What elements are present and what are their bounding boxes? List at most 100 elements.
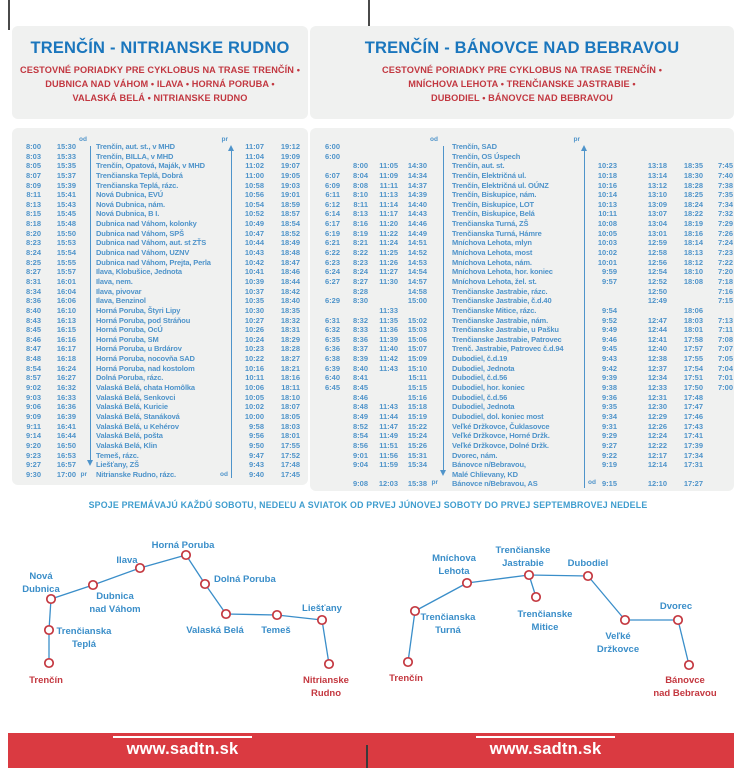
depart-time-2: 8:36 [352,334,368,344]
depart-time-2: 15:33 [56,151,76,161]
station-node-icon [271,609,283,621]
depart-time-4: 14:34 [407,170,427,180]
depart-time-2: 15:37 [56,170,76,180]
return-time-4: 7:20 [717,267,733,277]
timetable-row: 6:21 8:21 11:24 14:51 Mníchova Lehota, mlyn 1… [310,238,734,248]
right-route-subtitle-line: DUBODIEL • BÁNOVCE NAD BEBRAVOU [430,93,614,103]
return-time-2: 19:05 [280,170,300,180]
return-time-3: 18:30 [683,170,703,180]
depart-time-3: 11:43 [379,402,398,412]
return-time-3: 17:58 [683,334,703,344]
return-time-1: 9:57 [601,276,617,286]
depart-time-3: 11:22 [379,228,398,238]
return-time-1: 9:39 [601,373,617,383]
depart-time-4: 14:37 [407,180,427,190]
station-label: Dubnica nad Váhom [89,591,140,615]
depart-time-2: 15:57 [56,267,76,277]
return-time-3: 18:35 [683,161,703,171]
timetable-row: 9:04 11:59 15:34 Bánovce n/Bebravou, 9:19 12:… [310,460,734,470]
left-route-subtitle-line: DUBNICA NAD VÁHOM • ILAVA • HORNÁ PORUBA… [45,79,275,89]
depart-time-1: 6:36 [324,344,340,354]
route-line [50,584,94,600]
route-line [185,554,206,585]
depart-time-2: 16:06 [56,296,76,306]
timetable-row: 6:23 8:23 11:26 14:53 Mníchova Lehota, nám. 1… [310,258,734,268]
station-name: Nová Dubnica, B I. [96,209,160,219]
return-time-1: 10:05 [244,392,264,402]
return-time-1: 9:31 [601,421,617,431]
station-name: Trenčín, Električná ul. [452,170,527,180]
timetable-row: 6:00 Trenčín, SAD [310,142,734,152]
return-time-2: 17:45 [280,469,300,479]
station-name: Malé Chlievany, KD [452,469,518,479]
depart-time-1: 9:23 [25,450,41,460]
timetable-row: 9:09 16:39 Valaská Belá, Stanáková 10:00 18:… [12,412,308,422]
station-name: Trenčín, Biskupice, nám. [452,190,537,200]
return-time-2: 12:56 [647,257,667,267]
station-name: Trenč. Jastrabie, Patrovec č.d.94 [452,344,564,354]
timetable-row: 6:12 8:11 11:14 14:40 Trenčín, Biskupice, LO… [310,200,734,210]
depart-time-2: 8:32 [352,315,368,325]
depart-time-2: 15:53 [56,238,76,248]
return-time-2: 12:59 [647,238,667,248]
timetable-row: 8:40 16:10 Horná Poruba, Štyri Lipy 10:30 18… [12,306,308,316]
station-node-icon [461,577,473,589]
station-name: Ilava, pivovar [96,286,142,296]
timetable-row: 6:11 8:10 11:13 14:39 Trenčín, Biskupice, ná… [310,190,734,200]
depart-time-2: 15:55 [56,257,76,267]
depart-time-1: 8:05 [25,161,41,171]
depart-time-1: 6:45 [324,383,340,393]
return-time-2: 18:07 [280,402,300,412]
return-time-1: 10:01 [597,257,617,267]
timetable-row: 8:00 11:05 14:30 Trenčín, aut. st. 10:23 13:1… [310,161,734,171]
footer-left: www.sadtn.sk [8,733,366,768]
station-label: Trenčianska Turná [421,612,477,636]
return-time-4: 7:08 [717,334,733,344]
return-time-1: 10:43 [244,248,264,258]
station-label: Nová Dubnica [22,571,60,595]
return-time-1: 9:46 [601,334,617,344]
depart-time-1: 6:14 [324,209,340,219]
return-time-3: 18:24 [683,199,703,209]
timetable-row: 8:57 16:27 Dolná Poruba, rázc. 10:11 18:16 [12,373,308,383]
return-time-1: 9:27 [601,440,617,450]
depart-time-1: 8:40 [25,305,41,315]
station-label: Mníchova Lehota [432,553,477,577]
timetable-row: 6:17 8:16 11:20 14:46 Trenčianska Turná, ZŠ 1… [310,219,734,229]
left-route-subtitle-line: VALASKÁ BELÁ • NITRIANSKE RUDNO [72,93,248,103]
return-time-2: 18:47 [280,257,300,267]
depart-time-1: 8:27 [25,267,41,277]
depart-time-2: 8:56 [352,440,368,450]
timetable-row: 8:18 15:48 Dubnica nad Váhom, kolonky 10:49… [12,219,308,229]
depart-time-1: 6:40 [324,373,340,383]
depart-time-2: 16:13 [56,315,76,325]
direction-line [90,146,92,460]
station-name: Mníchova Lehota, nám. [452,257,532,267]
route-line [48,598,52,631]
station-name: Nitrianske Rudno, rázc. [96,469,176,479]
station-name: Mníchova Lehota, mlyn [452,238,532,248]
depart-time-2: 9:04 [352,460,368,470]
station-name: Dubodiel, dol. koniec most [452,411,544,421]
depart-time-2: 15:54 [56,248,76,258]
return-time-2: 12:17 [647,450,667,460]
return-time-1: 10:18 [597,170,617,180]
depart-time-1: 6:27 [324,276,340,286]
return-time-1: 10:37 [244,286,264,296]
route-line [407,610,416,663]
station-name: Trenčianska Turná, Hámre [452,228,542,238]
footer-bar: www.sadtn.sk www.sadtn.sk [8,733,734,768]
station-node-icon [672,614,684,626]
timetable-row: 9:06 16:36 Valaská Belá, Kuricie 10:02 18:07 [12,402,308,412]
timetable-row: 8:47 16:17 Horná Poruba, u Brdárov 10:23 18:… [12,344,308,354]
arrow-down-icon [440,470,446,476]
return-time-4: 7:32 [717,209,733,219]
return-time-1: 10:03 [597,238,617,248]
timetable-row: 9:30 17:00 Nitrianske Rudno, rázc. 9:40 17:4… [12,470,308,480]
depart-time-2: 16:39 [56,411,76,421]
return-time-3: 17:46 [683,411,703,421]
return-time-1: 9:29 [601,431,617,441]
depart-time-4: 14:52 [407,248,427,258]
station-name: Dubnica nad Váhom, SPŠ [96,228,184,238]
timetable-row: 8:25 15:55 Dubnica nad Váhom, Prejta, Perl… [12,258,308,268]
